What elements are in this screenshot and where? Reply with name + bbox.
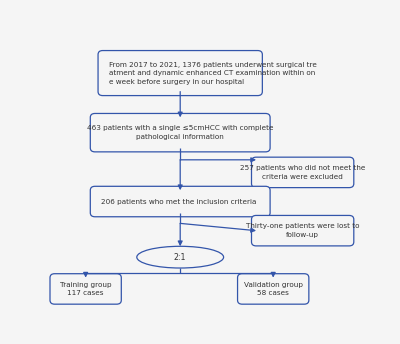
FancyBboxPatch shape	[238, 274, 309, 304]
FancyBboxPatch shape	[252, 215, 354, 246]
Text: Training group
117 cases: Training group 117 cases	[60, 282, 112, 296]
FancyBboxPatch shape	[98, 51, 262, 96]
FancyBboxPatch shape	[252, 157, 354, 187]
FancyBboxPatch shape	[90, 114, 270, 152]
Text: 2:1: 2:1	[174, 252, 186, 262]
Text: From 2017 to 2021, 1376 patients underwent surgical tre
atment and dynamic enhan: From 2017 to 2021, 1376 patients underwe…	[109, 62, 317, 85]
Text: 463 patients with a single ≤5cmHCC with complete
pathological information: 463 patients with a single ≤5cmHCC with …	[87, 126, 274, 140]
Ellipse shape	[137, 246, 224, 268]
Text: 257 patients who did not meet the
criteria were excluded: 257 patients who did not meet the criter…	[240, 165, 365, 180]
FancyBboxPatch shape	[90, 186, 270, 217]
FancyBboxPatch shape	[50, 274, 121, 304]
Text: Thirty-one patients were lost to
follow-up: Thirty-one patients were lost to follow-…	[246, 223, 359, 238]
Text: Validation group
58 cases: Validation group 58 cases	[244, 282, 303, 296]
Text: 206 patients who met the inclusion criteria: 206 patients who met the inclusion crite…	[101, 198, 256, 205]
